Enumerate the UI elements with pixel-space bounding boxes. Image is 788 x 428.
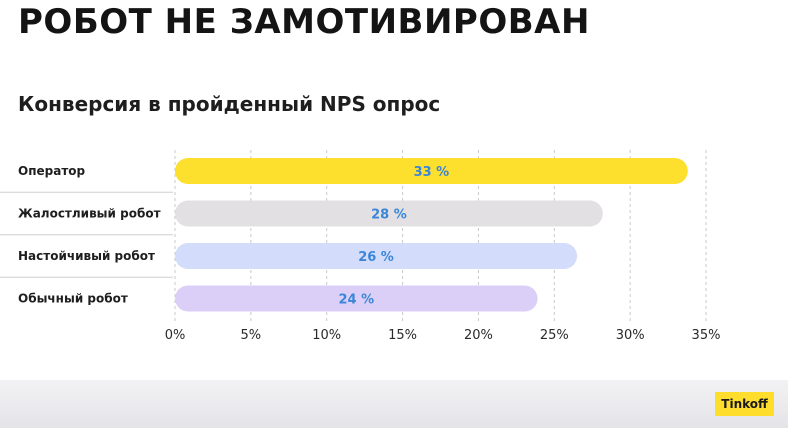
bar xyxy=(175,243,578,269)
data-label: 33 % xyxy=(414,165,450,180)
nps-conversion-bar-chart: Оператор Жалостливый робот Настойчивый роб… xyxy=(0,150,721,343)
bar xyxy=(175,285,538,312)
x-tick-label: 25% xyxy=(540,328,569,343)
x-tick-label: 5% xyxy=(241,328,262,343)
slide-headline: РОБОТ НЕ ЗАМОТИВИРОВАН xyxy=(18,2,590,42)
category-label: Жалостливый робот xyxy=(18,207,161,221)
category-label: Обычный робот xyxy=(18,292,128,306)
x-tick-label: 30% xyxy=(616,328,645,343)
x-tick-label: 0% xyxy=(165,328,186,343)
category-label: Настойчивый робот xyxy=(18,249,155,263)
tinkoff-logo: Tinkoff xyxy=(715,392,774,416)
data-label: 24 % xyxy=(338,293,374,308)
x-tick-label: 10% xyxy=(312,328,341,343)
data-label: 26 % xyxy=(358,250,394,265)
bar xyxy=(175,158,688,184)
x-tick-label: 15% xyxy=(388,328,417,343)
x-tick-label: 20% xyxy=(464,328,493,343)
chart-title: Конверсия в пройденный NPS опрос xyxy=(18,92,441,116)
x-tick-label: 35% xyxy=(692,328,721,343)
category-label: Оператор xyxy=(18,164,86,178)
bar xyxy=(175,200,603,227)
slide-footer xyxy=(0,380,788,428)
data-label: 28 % xyxy=(371,208,407,223)
